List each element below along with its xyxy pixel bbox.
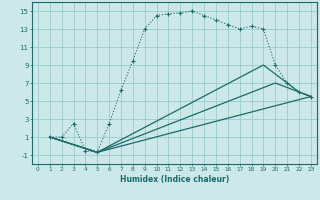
X-axis label: Humidex (Indice chaleur): Humidex (Indice chaleur) <box>120 175 229 184</box>
